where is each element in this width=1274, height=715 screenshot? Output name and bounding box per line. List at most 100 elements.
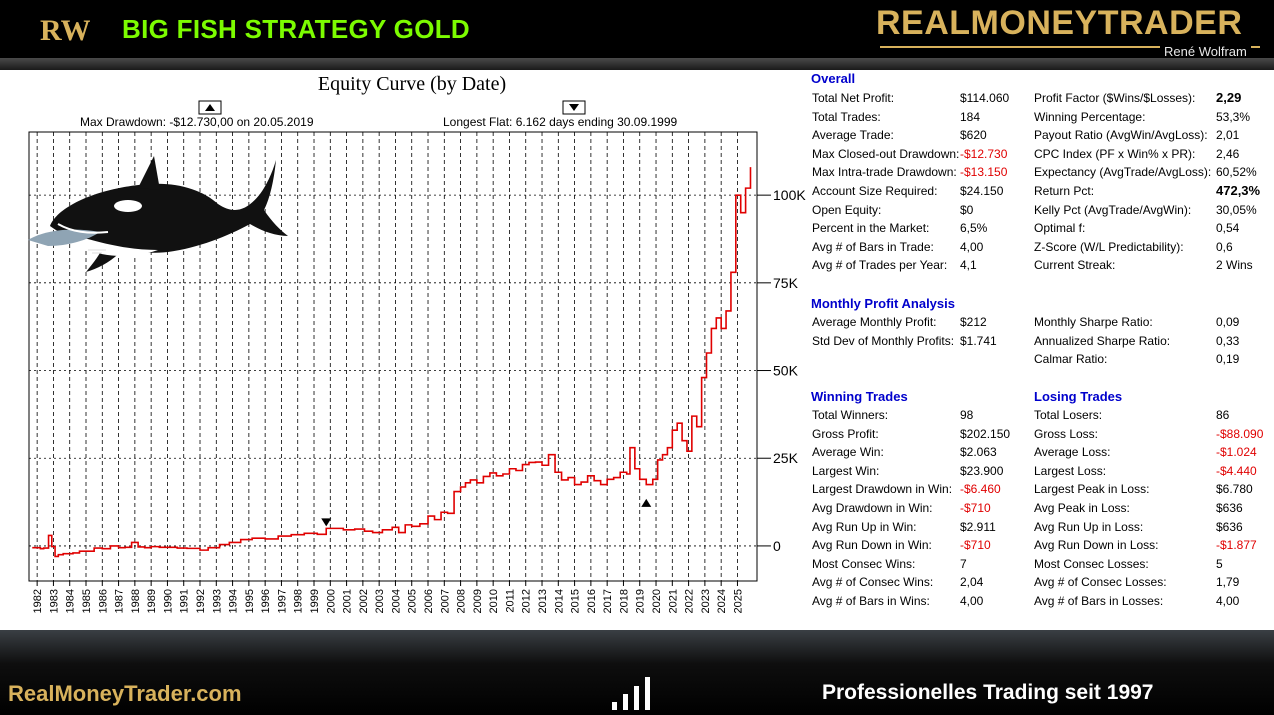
overall-stat-label: Avg # of Bars in Trade: (812, 239, 934, 254)
overall-stat-value: -$13.150 (960, 165, 1008, 180)
winning-stat-label: Avg Run Down in Win: (812, 538, 932, 553)
x-tick-label: 2010 (488, 589, 500, 613)
winning-stat-label: Avg # of Consec Wins: (812, 575, 934, 590)
x-tick-label: 1990 (162, 589, 174, 613)
stats-panel: Overall Total Net Profit: $114.060 Total Tr… (808, 70, 1274, 630)
winning-stat-value: $23.900 (960, 463, 1004, 478)
overall-stat-label: Avg # of Trades per Year: (812, 258, 948, 273)
overall-stat-value: 2,46 (1216, 146, 1240, 161)
x-tick-label: 1984 (65, 589, 77, 613)
losing-stat-value: 5 (1216, 556, 1223, 571)
winning-stat-label: Avg # of Bars in Wins: (812, 594, 930, 608)
y-tick-label: 25K (773, 450, 799, 466)
x-tick-label: 2001 (342, 589, 354, 613)
overall-stat-label: Total Trades: (812, 109, 881, 124)
monthly-stat-label: Monthly Sharpe Ratio: (1034, 315, 1153, 329)
chart-markers (321, 498, 652, 527)
monthly-stat-value: $1.741 (960, 333, 997, 348)
winning-stat-value: $2.063 (960, 445, 997, 460)
x-tick-label: 1991 (179, 589, 191, 613)
x-tick-label: 2002 (358, 589, 370, 613)
x-tick-label: 1983 (48, 589, 60, 613)
max-drawdown-label: Max Drawdown: -$12.730,00 on 20.05.2019 (80, 115, 314, 129)
winning-stat-label: Most Consec Wins: (812, 556, 916, 571)
x-tick-label: 2025 (732, 589, 744, 613)
x-tick-label: 2017 (602, 589, 614, 613)
losing-stat-label: Most Consec Losses: (1034, 556, 1149, 571)
signal-bars-icon (612, 677, 650, 710)
x-tick-label: 2014 (553, 589, 565, 613)
overall-stat-label: Total Net Profit: (812, 91, 895, 105)
brand-name: REALMONEYTRADER (876, 4, 1243, 42)
x-tick-label: 1994 (228, 589, 240, 613)
y-tick-label: 75K (773, 275, 799, 291)
header-bar: RW BIG FISH STRATEGY GOLD REALMONEYTRADE… (0, 0, 1274, 59)
losing-stat-label: Total Losers: (1034, 408, 1103, 422)
rw-logo-icon: RW (40, 14, 90, 47)
losing-stat-label: Avg # of Consec Losses: (1034, 575, 1167, 590)
footer-tagline: Professionelles Trading seit 1997 (822, 681, 1154, 704)
x-tick-label: 2003 (374, 589, 386, 613)
losing-stat-value: -$4.440 (1216, 463, 1257, 478)
overall-stat-value: $24.150 (960, 184, 1004, 198)
x-tick-label: 1997 (276, 589, 288, 613)
x-tick-label: 1982 (32, 589, 44, 613)
x-tick-label: 2018 (618, 589, 630, 613)
overall-stat-label: Payout Ratio (AvgWin/AvgLoss): (1034, 128, 1208, 143)
x-tick-label: 2023 (700, 589, 712, 613)
brand-author: René Wolfram (1160, 44, 1251, 59)
losing-stat-value: $6.780 (1216, 482, 1253, 497)
losing-stat-label: Largest Peak in Loss: (1034, 482, 1150, 497)
losing-stat-label: Avg # of Bars in Losses: (1034, 594, 1164, 608)
winning-stat-label: Avg Run Up in Win: (812, 519, 917, 534)
overall-stat-label: Average Trade: (812, 128, 894, 143)
x-tick-label: 1996 (260, 589, 272, 613)
monthly-stat-label: Std Dev of Monthly Profits: (812, 333, 955, 348)
x-tick-label: 1987 (114, 589, 126, 613)
monthly-stat-label: Calmar Ratio: (1034, 352, 1108, 367)
x-tick-label: 2013 (537, 589, 549, 613)
overall-stat-value: 2,29 (1216, 90, 1242, 105)
x-tick-label: 1993 (211, 589, 223, 613)
overall-stat-label: Max Closed-out Drawdown: (812, 146, 960, 161)
overall-stat-value: 472,3% (1216, 183, 1261, 198)
equity-chart-panel: Equity Curve (by Date) Max Drawdown: -$1… (0, 70, 808, 630)
overall-stat-label: Profit Factor ($Wins/$Losses): (1034, 91, 1196, 105)
x-axis-ticks: 1982 1983 1984 1985 1986 1987 1988 1989 1990 1991… (32, 581, 744, 613)
overall-stat-label: Expectancy (AvgTrade/AvgLoss): (1034, 165, 1212, 180)
monthly-stat-label: Average Monthly Profit: (812, 315, 937, 329)
x-tick-label: 2011 (504, 589, 516, 613)
losing-stat-label: Gross Loss: (1034, 426, 1099, 441)
winning-stat-value: 4,00 (960, 594, 984, 608)
winning-stat-label: Average Win: (812, 445, 884, 460)
losing-stat-value: -$1.877 (1216, 538, 1257, 553)
winning-stat-label: Gross Profit: (812, 426, 879, 441)
overall-stat-label: Return Pct: (1034, 184, 1095, 198)
winning-stat-value: 2,04 (960, 575, 984, 590)
overall-stat-label: Percent in the Market: (812, 221, 930, 236)
x-tick-label: 1998 (293, 589, 305, 613)
x-tick-label: 1986 (97, 589, 109, 613)
footer-site-link[interactable]: RealMoneyTrader.com (8, 681, 242, 706)
overall-stat-value: $620 (960, 128, 987, 143)
section-header-winning: Winning Trades (811, 389, 908, 404)
winning-stat-label: Largest Win: (812, 463, 880, 478)
x-tick-label: 1992 (195, 589, 207, 613)
losing-stat-value: -$1.024 (1216, 445, 1257, 460)
x-tick-label: 2009 (472, 589, 484, 613)
x-tick-label: 2016 (586, 589, 598, 613)
monthly-stat-value: $212 (960, 315, 987, 329)
losing-stat-value: 1,79 (1216, 575, 1240, 590)
y-tick-label: 100K (773, 187, 806, 203)
y-tick-label: 50K (773, 363, 799, 379)
winning-stat-value: 98 (960, 408, 974, 422)
overall-stat-label: CPC Index (PF x Win% x PR): (1034, 146, 1196, 161)
overall-stat-label: Kelly Pct (AvgTrade/AvgWin): (1034, 202, 1192, 217)
x-tick-label: 2005 (407, 589, 419, 613)
x-tick-label: 2024 (716, 589, 728, 613)
overall-stat-label: Open Equity: (812, 202, 882, 217)
x-tick-label: 2000 (325, 589, 337, 613)
winning-stat-value: -$710 (960, 538, 991, 553)
overall-stat-label: Account Size Required: (812, 184, 938, 198)
x-tick-label: 2022 (684, 589, 696, 613)
